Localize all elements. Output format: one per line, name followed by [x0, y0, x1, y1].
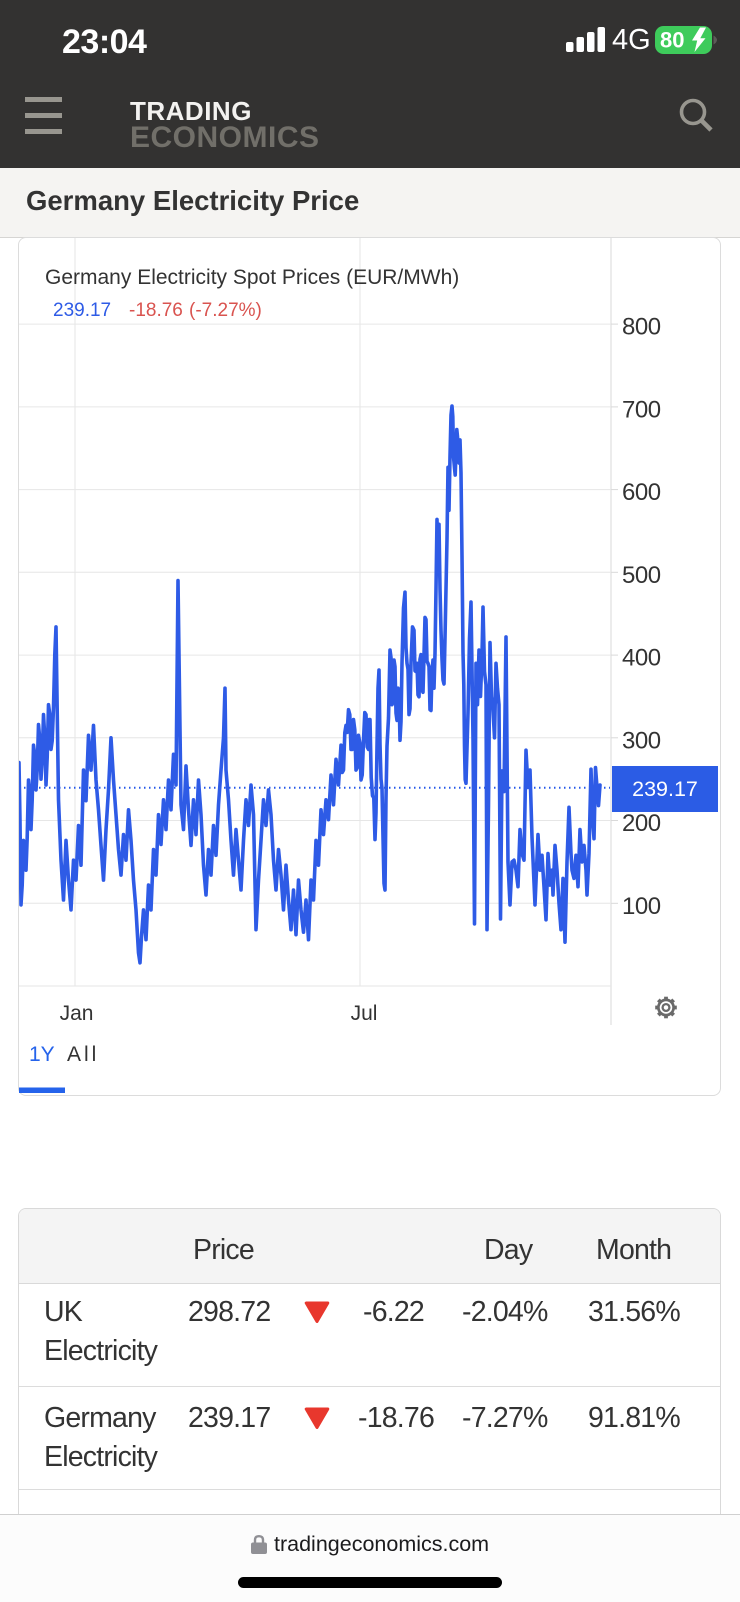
svg-text:80: 80 — [660, 28, 684, 53]
svg-text:All: All — [67, 1043, 99, 1066]
svg-text:800: 800 — [622, 314, 661, 341]
svg-text:239.17: 239.17 — [632, 777, 698, 801]
svg-text:500: 500 — [622, 562, 661, 589]
svg-text:(-7.27%): (-7.27%) — [189, 300, 262, 321]
svg-text:200: 200 — [622, 810, 661, 837]
svg-text:Jan: Jan — [60, 1002, 94, 1025]
svg-text:300: 300 — [622, 727, 661, 754]
svg-text:Germany Electricity Spot Price: Germany Electricity Spot Prices (EUR/MWh… — [45, 266, 459, 289]
svg-text:Jul: Jul — [351, 1002, 378, 1025]
svg-text:400: 400 — [622, 645, 661, 672]
svg-text:-18.76: -18.76 — [129, 300, 183, 321]
svg-text:100: 100 — [622, 893, 661, 920]
svg-text:700: 700 — [622, 396, 661, 423]
svg-text:239.17: 239.17 — [53, 300, 111, 321]
svg-text:600: 600 — [622, 479, 661, 506]
svg-text:1Y: 1Y — [29, 1043, 55, 1066]
